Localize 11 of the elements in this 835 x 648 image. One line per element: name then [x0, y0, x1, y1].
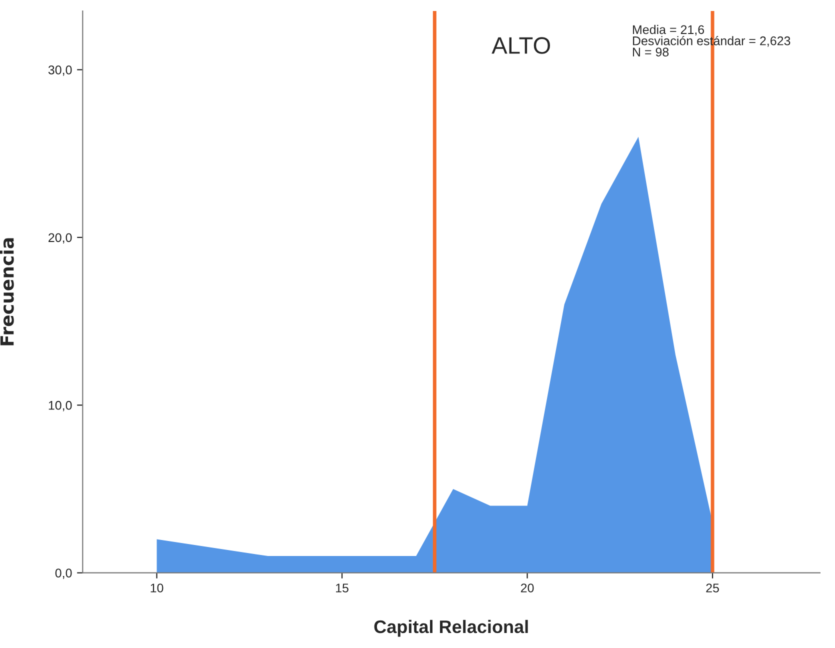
x-tick-label: 25: [706, 584, 719, 592]
y-tick-label: 10,0: [48, 400, 72, 412]
annotation: ALTO: [492, 37, 550, 54]
x-tick-label: 10: [150, 584, 164, 592]
y-tick-label: 30,0: [48, 66, 72, 76]
x-tick-label: 15: [336, 584, 348, 592]
x-axis-title: Capital Relacional: [374, 620, 528, 637]
x-tick-label: 20: [520, 584, 534, 592]
y-tick-label: 20,0: [48, 233, 72, 244]
y-axis-title: Frecuencia: [0, 238, 14, 346]
y-tick-label: 0,0: [55, 568, 72, 579]
